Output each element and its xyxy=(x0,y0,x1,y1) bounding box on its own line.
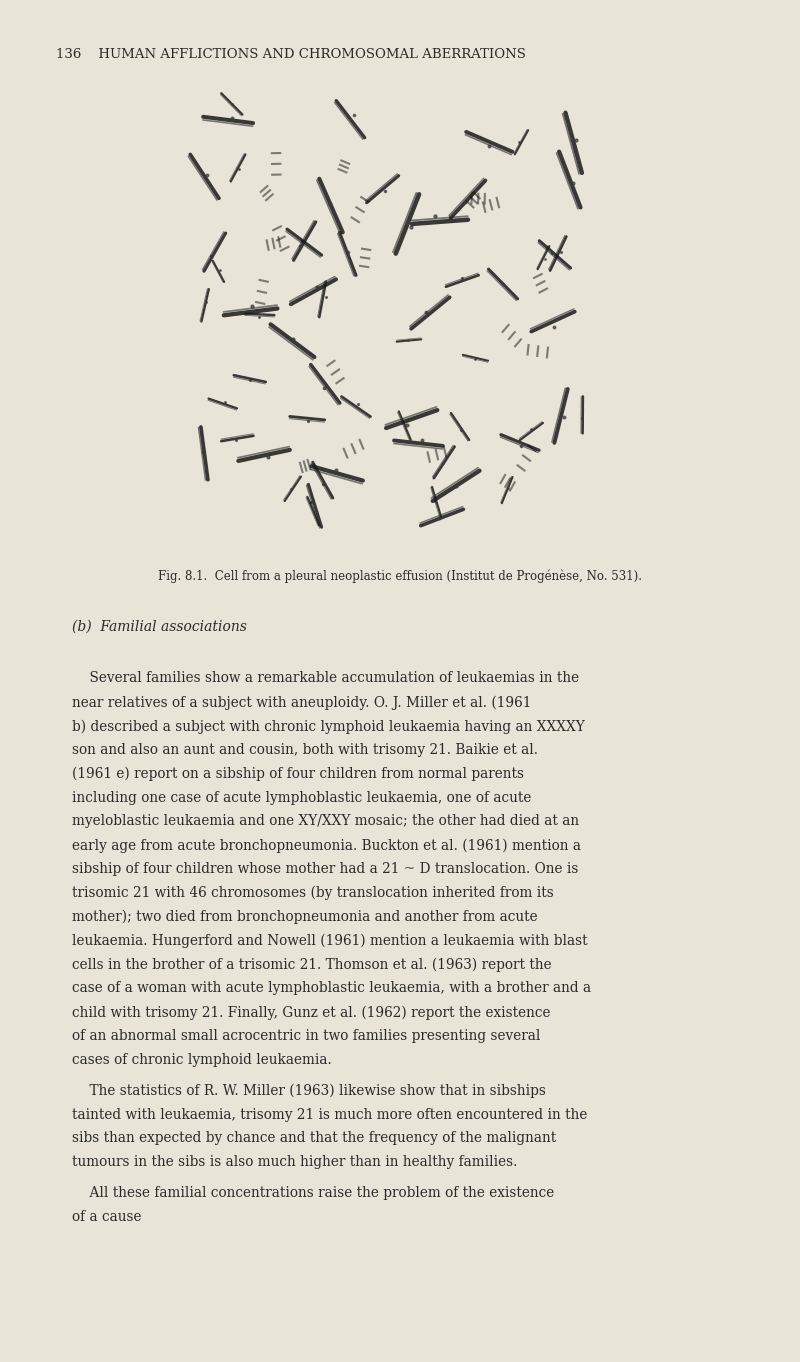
Text: b) described a subject with chronic lymphoid leukaemia having an XXXXY: b) described a subject with chronic lymp… xyxy=(72,719,585,734)
Text: All these familial concentrations raise the problem of the existence: All these familial concentrations raise … xyxy=(72,1186,554,1200)
Text: son and also an aunt and cousin, both with trisomy 21. Baikie et al.: son and also an aunt and cousin, both wi… xyxy=(72,744,538,757)
Text: mother); two died from bronchopneumonia and another from acute: mother); two died from bronchopneumonia … xyxy=(72,910,538,925)
Text: myeloblastic leukaemia and one XY/XXY mosaic; the other had died at an: myeloblastic leukaemia and one XY/XXY mo… xyxy=(72,814,579,828)
Text: leukaemia. Hungerford and Nowell (1961) mention a leukaemia with blast: leukaemia. Hungerford and Nowell (1961) … xyxy=(72,934,588,948)
Text: The statistics of R. W. Miller (1963) likewise show that in sibships: The statistics of R. W. Miller (1963) li… xyxy=(72,1084,546,1098)
Text: trisomic 21 with 46 chromosomes (by translocation inherited from its: trisomic 21 with 46 chromosomes (by tran… xyxy=(72,887,554,900)
Text: case of a woman with acute lymphoblastic leukaemia, with a brother and a: case of a woman with acute lymphoblastic… xyxy=(72,982,591,996)
Text: 136    HUMAN AFFLICTIONS AND CHROMOSOMAL ABERRATIONS: 136 HUMAN AFFLICTIONS AND CHROMOSOMAL AB… xyxy=(56,48,526,61)
Text: sibship of four children whose mother had a 21 ~ D translocation. One is: sibship of four children whose mother ha… xyxy=(72,862,578,876)
Text: cases of chronic lymphoid leukaemia.: cases of chronic lymphoid leukaemia. xyxy=(72,1053,332,1066)
Text: of a cause: of a cause xyxy=(72,1211,142,1224)
Text: of an abnormal small acrocentric in two families presenting several: of an abnormal small acrocentric in two … xyxy=(72,1030,540,1043)
Text: sibs than expected by chance and that the frequency of the malignant: sibs than expected by chance and that th… xyxy=(72,1132,556,1145)
Text: early age from acute bronchopneumonia. Buckton et al. (1961) mention a: early age from acute bronchopneumonia. B… xyxy=(72,839,581,853)
Text: cells in the brother of a trisomic 21. Thomson et al. (1963) report the: cells in the brother of a trisomic 21. T… xyxy=(72,957,552,972)
Text: (1961 e) report on a sibship of four children from normal parents: (1961 e) report on a sibship of four chi… xyxy=(72,767,524,782)
Text: near relatives of a subject with aneuploidy. O. J. Miller et al. (1961: near relatives of a subject with aneuplo… xyxy=(72,696,531,710)
Text: tumours in the sibs is also much higher than in healthy families.: tumours in the sibs is also much higher … xyxy=(72,1155,518,1170)
Text: tainted with leukaemia, trisomy 21 is much more often encountered in the: tainted with leukaemia, trisomy 21 is mu… xyxy=(72,1107,587,1122)
Text: including one case of acute lymphoblastic leukaemia, one of acute: including one case of acute lymphoblasti… xyxy=(72,790,531,805)
Text: child with trisomy 21. Finally, Gunz et al. (1962) report the existence: child with trisomy 21. Finally, Gunz et … xyxy=(72,1005,550,1020)
Text: Fig. 8.1.  Cell from a pleural neoplastic effusion (Institut de Progénèse, No. 5: Fig. 8.1. Cell from a pleural neoplastic… xyxy=(158,569,642,583)
Text: Several families show a remarkable accumulation of leukaemias in the: Several families show a remarkable accum… xyxy=(72,671,579,685)
Text: (b)  Familial associations: (b) Familial associations xyxy=(72,620,247,633)
